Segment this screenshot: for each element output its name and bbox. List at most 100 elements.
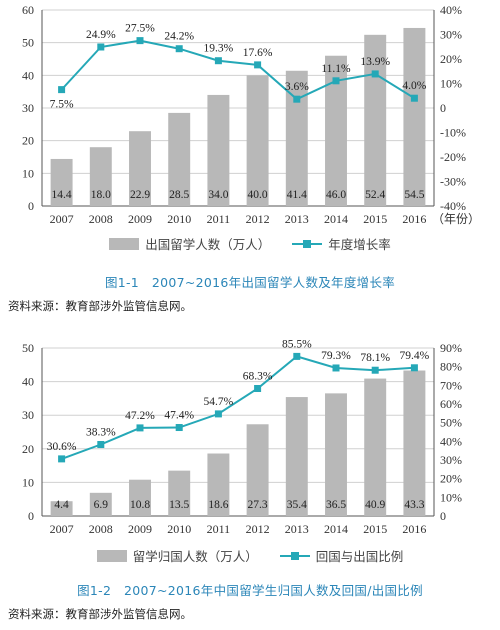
bar <box>325 393 347 516</box>
series-line <box>60 39 415 101</box>
legend-label: 留学归国人数（万人） <box>132 549 258 564</box>
line-point <box>371 366 379 374</box>
bar-value-label: 36.5 <box>326 499 346 511</box>
bar <box>129 479 151 516</box>
line-value-label: 24.2% <box>164 31 194 43</box>
x-tick-label: 2010 <box>167 522 191 536</box>
y-right-tick-label: 30% <box>440 453 462 467</box>
y-right-tick-label: 80% <box>440 360 462 374</box>
chart-2-legend: 留学归国人数（万人） 回国与出国比例 <box>0 546 500 565</box>
bar <box>285 397 308 516</box>
line-point <box>332 364 340 372</box>
bar-value-label: 4.4 <box>54 499 69 511</box>
line-value-label: 7.5% <box>50 99 74 111</box>
bar-value-label: 40.0 <box>248 189 268 201</box>
bar <box>89 147 112 206</box>
line-value-label: 47.2% <box>125 410 155 422</box>
line-point <box>97 43 105 51</box>
x-tick-label: 2010 <box>167 212 191 226</box>
bar-value-label: 34.0 <box>208 189 228 201</box>
y-right-tick-label: 50% <box>440 416 462 430</box>
x-tick-label: 2013 <box>285 522 309 536</box>
x-tick-label: 2007 <box>50 522 74 536</box>
line-value-label: 79.3% <box>321 350 351 362</box>
x-axis-suffix-label: （年份） <box>432 212 480 226</box>
line-point <box>293 95 301 103</box>
y-left-tick-label: 20 <box>22 134 34 148</box>
x-tick-label: 2015 <box>363 212 387 226</box>
y-right-tick-label: 70% <box>440 378 462 392</box>
y-left-tick-label: 10 <box>22 166 34 180</box>
bar-value-label: 43.3 <box>404 499 424 511</box>
y-left-tick-label: 30 <box>22 408 34 422</box>
legend-label: 回国与出国比例 <box>315 549 404 564</box>
line-point <box>332 77 340 85</box>
x-tick-label: 2009 <box>128 212 152 226</box>
chart-2-source: 资料来源：教育部涉外监管信息网。 <box>8 607 192 621</box>
bar-value-label: 6.9 <box>94 499 109 511</box>
y-right-tick-label: -10% <box>440 126 466 140</box>
line-point <box>214 57 222 65</box>
line-point <box>254 385 262 393</box>
line-point <box>410 364 418 372</box>
chart-2-caption: 图1-2 2007~2016年中国留学生归国人数及回国/出国比例 <box>77 583 423 598</box>
bar-value-label: 27.3 <box>248 499 268 511</box>
line-point <box>371 70 379 78</box>
legend-item-bars: 出国留学人数（万人） <box>109 234 270 253</box>
chart-1-caption: 图1-1 2007~2016年出国留学人数及年度增长率 <box>104 275 396 290</box>
x-tick-label: 2012 <box>246 522 270 536</box>
line-point <box>136 37 144 45</box>
line-value-label: 30.6% <box>47 441 77 453</box>
line-value-label: 47.4% <box>164 410 194 422</box>
line-point <box>58 86 66 94</box>
line-value-label: 79.4% <box>400 350 430 362</box>
line-value-label: 24.9% <box>86 29 116 41</box>
bar <box>89 492 112 516</box>
line-point <box>97 441 105 449</box>
y-right-tick-label: -30% <box>440 175 466 189</box>
y-left-tick-label: 0 <box>28 199 34 213</box>
y-left-tick-label: 40 <box>22 68 34 82</box>
x-tick-label: 2013 <box>285 212 309 226</box>
x-tick-label: 2016 <box>402 212 426 226</box>
y-right-tick-label: 30% <box>440 28 462 42</box>
x-tick-label: 2016 <box>402 522 426 536</box>
y-left-tick-label: 10 <box>22 475 34 489</box>
legend-item-line: 回国与出国比例 <box>279 546 404 565</box>
bar <box>403 370 426 516</box>
line-marker-swatch-icon <box>279 550 310 562</box>
line-value-label: 27.5% <box>125 23 155 35</box>
line-value-label: 11.1% <box>321 63 351 75</box>
bar <box>246 75 269 206</box>
y-right-tick-label: 40% <box>440 3 462 17</box>
x-tick-label: 2007 <box>50 212 74 226</box>
bar <box>50 158 73 206</box>
bar-value-label: 46.0 <box>326 189 346 201</box>
line-value-label: 85.5% <box>282 338 312 350</box>
bar <box>364 378 387 516</box>
y-right-tick-label: 20% <box>440 52 462 66</box>
line-point <box>136 424 144 432</box>
bar-value-label: 10.8 <box>130 499 150 511</box>
line-point <box>214 410 222 418</box>
y-right-tick-label: 10% <box>440 490 462 504</box>
line-marker-swatch-icon <box>292 238 323 250</box>
x-tick-label: 2014 <box>324 212 348 226</box>
bar-value-label: 22.9 <box>130 189 150 201</box>
chart-1-legend: 出国留学人数（万人） 年度增长率 <box>0 234 500 253</box>
bar-value-label: 14.4 <box>52 189 72 201</box>
legend-label: 出国留学人数（万人） <box>145 237 271 252</box>
bar <box>168 112 191 206</box>
bar-value-label: 35.4 <box>287 499 307 511</box>
x-tick-label: 2011 <box>207 522 231 536</box>
bar-value-label: 28.5 <box>169 189 189 201</box>
x-tick-label: 2014 <box>324 522 348 536</box>
bar <box>50 501 73 516</box>
line-value-label: 19.3% <box>204 43 234 55</box>
y-right-tick-label: 0 <box>440 509 446 523</box>
bar-value-label: 54.5 <box>404 189 424 201</box>
line-value-label: 4.0% <box>402 80 426 92</box>
bar-value-label: 18.0 <box>91 189 111 201</box>
bar <box>325 55 347 206</box>
series-line <box>61 355 415 460</box>
